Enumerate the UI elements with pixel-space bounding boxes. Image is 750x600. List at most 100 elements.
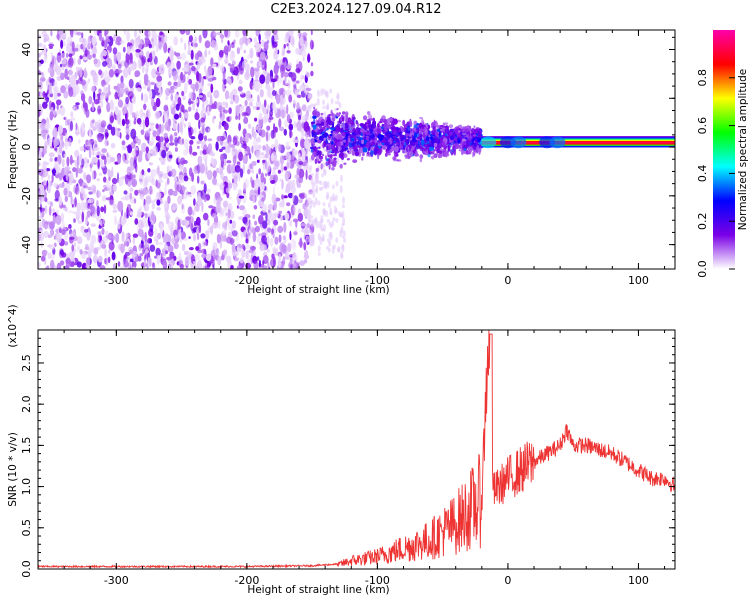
heatmap-cell xyxy=(87,248,92,260)
heatmap-cell xyxy=(386,132,391,139)
heatmap-cell xyxy=(286,162,290,169)
heatmap-cell xyxy=(271,193,277,205)
heatmap-cell xyxy=(142,187,149,195)
heatmap-cell xyxy=(156,207,161,211)
heatmap-cell xyxy=(64,195,69,203)
heatmap-cell xyxy=(325,155,327,161)
heatmap-cell xyxy=(218,220,221,230)
heatmap-cell xyxy=(64,241,69,246)
heatmap-cell xyxy=(110,142,116,149)
heatmap-cell xyxy=(117,63,122,69)
heatmap-cell xyxy=(185,30,191,36)
heatmap-cell xyxy=(82,193,88,200)
heatmap-cell xyxy=(191,66,196,72)
heatmap-cell xyxy=(237,86,243,92)
heatmap-cell xyxy=(332,159,337,164)
heatmap-cell xyxy=(96,178,100,182)
heatmap-cell xyxy=(334,147,338,155)
heatmap-cell xyxy=(475,129,478,134)
heatmap-cell xyxy=(101,227,105,235)
heatmap-cell xyxy=(343,162,347,165)
heatmap-cell xyxy=(181,90,185,97)
heatmap-cell xyxy=(139,150,143,156)
heatmap-cell xyxy=(367,119,371,127)
heatmap-cell xyxy=(334,208,338,214)
heatmap-cell xyxy=(185,219,190,226)
heatmap-cell xyxy=(101,49,108,57)
heatmap-cell xyxy=(65,172,69,181)
heatmap-band xyxy=(481,136,675,138)
heatmap-cell xyxy=(278,210,283,215)
heatmap-cell xyxy=(67,64,72,68)
heatmap-cell xyxy=(315,147,318,155)
heatmap-cell xyxy=(145,195,152,205)
heatmap-cell xyxy=(58,196,63,206)
heatmap-cell xyxy=(238,122,242,132)
heatmap-cell xyxy=(198,34,202,44)
heatmap-cell xyxy=(183,111,189,119)
heatmap-cell xyxy=(98,172,103,176)
heatmap-cell xyxy=(264,173,268,177)
heatmap-cell xyxy=(123,30,127,36)
heatmap-cell xyxy=(184,82,188,94)
heatmap-cell xyxy=(252,195,256,204)
heatmap-cell xyxy=(275,93,281,105)
heatmap-cell xyxy=(463,147,467,151)
heatmap-cell xyxy=(187,121,191,128)
heatmap-cell xyxy=(335,180,339,187)
heatmap-cell xyxy=(213,115,217,120)
heatmap-cell xyxy=(140,221,144,229)
heatmap-cell xyxy=(247,54,251,60)
heatmap-cell xyxy=(258,60,262,68)
heatmap-cell xyxy=(304,130,310,138)
heatmap-cell xyxy=(121,140,126,146)
heatmap-cell xyxy=(433,142,438,148)
heatmap-cell xyxy=(131,178,138,188)
heatmap-cell xyxy=(348,141,353,148)
heatmap-cell xyxy=(103,176,107,183)
heatmap-cell xyxy=(103,204,107,214)
heatmap-cell xyxy=(167,81,172,86)
heatmap-cell xyxy=(68,57,74,67)
heatmap-cell xyxy=(218,105,223,113)
heatmap-cell xyxy=(216,167,220,174)
heatmap-cell xyxy=(215,204,222,214)
heatmap-cell xyxy=(286,114,291,123)
x-axis-label: Height of straight line (km) xyxy=(247,284,389,296)
heatmap-cell xyxy=(317,233,321,241)
heatmap-cell xyxy=(181,219,187,226)
heatmap-cell xyxy=(222,70,226,81)
heatmap-cell xyxy=(196,233,200,241)
plot-frame xyxy=(37,329,676,570)
heatmap-cell xyxy=(255,42,262,53)
heatmap-cell xyxy=(233,39,236,45)
heatmap-cell xyxy=(445,143,447,147)
heatmap-cell xyxy=(48,82,53,92)
heatmap-cell xyxy=(65,257,71,268)
heatmap-cell xyxy=(224,90,230,100)
heatmap-cell xyxy=(75,84,80,95)
heatmap-cell xyxy=(227,208,231,219)
heatmap-cell xyxy=(71,41,75,52)
heatmap-cell xyxy=(327,247,331,253)
heatmap-cell xyxy=(322,168,326,175)
heatmap-cell xyxy=(281,106,286,111)
heatmap-cell xyxy=(84,49,90,56)
heatmap-cell xyxy=(56,103,59,111)
heatmap-cell xyxy=(324,89,328,98)
heatmap-cell xyxy=(381,139,386,143)
heatmap-cell xyxy=(92,150,95,156)
heatmap-cell xyxy=(190,222,194,231)
heatmap-cell xyxy=(265,83,271,90)
heatmap-cell xyxy=(38,262,41,268)
heatmap-cell xyxy=(220,210,224,216)
heatmap-cell xyxy=(76,105,79,110)
heatmap-cell xyxy=(61,58,67,65)
heatmap-cell xyxy=(282,235,286,241)
heatmap-cell xyxy=(291,193,295,202)
heatmap-cell xyxy=(188,35,193,43)
heatmap-cell xyxy=(320,112,324,116)
heatmap-cell xyxy=(64,206,68,212)
heatmap-cell xyxy=(166,256,172,261)
